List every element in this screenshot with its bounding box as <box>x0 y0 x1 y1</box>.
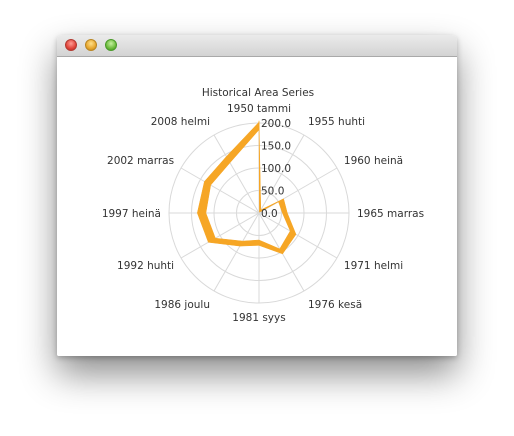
radial-tick-label: 0.0 <box>261 208 278 220</box>
close-button[interactable] <box>65 39 77 51</box>
angular-tick-label: 2002 marras <box>107 155 174 167</box>
angular-tick-label: 1986 joulu <box>154 299 210 311</box>
maximize-button[interactable] <box>105 39 117 51</box>
angular-tick-label: 1976 kesä <box>308 299 362 311</box>
title-bar[interactable] <box>57 35 457 57</box>
app-window: 0.0 50.0 100.0 150.0 200.0 1950 tammi 1955 huh… <box>57 35 457 356</box>
chart-title: Historical Area Series <box>202 87 314 99</box>
angular-tick-label: 1965 marras <box>357 208 424 220</box>
polar-area-chart: 0.0 50.0 100.0 150.0 200.0 1950 tammi 1955 huh… <box>102 87 424 324</box>
radial-tick-label: 50.0 <box>261 186 284 198</box>
radial-tick-label: 100.0 <box>261 163 291 175</box>
grid-spoke <box>180 212 260 259</box>
area-series <box>197 120 297 255</box>
angular-tick-label: 1997 heinä <box>102 208 161 220</box>
grid-spoke <box>213 134 260 214</box>
chart-plot-area <box>197 120 297 255</box>
radial-tick-label: 150.0 <box>261 141 291 153</box>
grid-spoke <box>180 167 260 214</box>
chart-view: 0.0 50.0 100.0 150.0 200.0 1950 tammi 1955 huh… <box>57 57 457 356</box>
angular-tick-label: 1955 huhti <box>308 116 365 128</box>
angular-tick-label: 1981 syys <box>232 312 285 324</box>
angular-tick-label: 1960 heinä <box>344 155 403 167</box>
angular-tick-label: 2008 helmi <box>151 116 210 128</box>
chart-grid <box>168 122 350 304</box>
grid-spoke <box>213 212 260 292</box>
angular-tick-label: 1950 tammi <box>227 103 291 115</box>
grid-spoke <box>258 134 305 214</box>
chart-labels: 0.0 50.0 100.0 150.0 200.0 1950 tammi 1955 huh… <box>102 103 424 324</box>
angular-tick-label: 1992 huhti <box>117 260 174 272</box>
grid-spoke <box>258 212 338 259</box>
angular-tick-label: 1971 helmi <box>344 260 403 272</box>
minimize-button[interactable] <box>85 39 97 51</box>
radial-tick-label: 200.0 <box>261 118 291 130</box>
